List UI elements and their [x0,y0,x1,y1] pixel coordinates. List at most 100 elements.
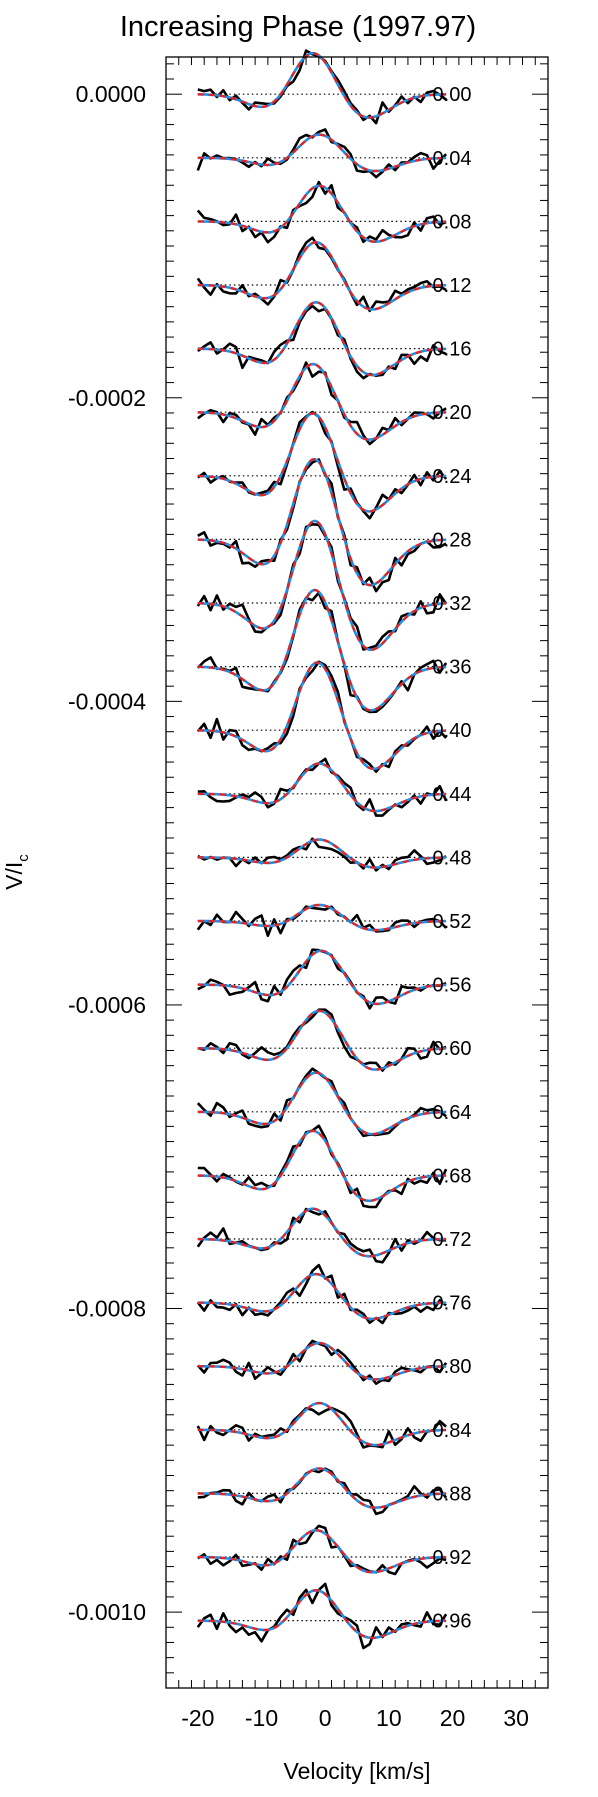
model-blue-profile-0.04 [197,133,447,173]
phase-label-0.40: 0.40 [433,720,472,742]
phase-label-0.12: 0.12 [433,275,472,297]
y-axis-tick-labels: 0.0000 -0.0002 -0.0004 -0.0006 -0.0008 -0.001… [68,81,146,1625]
phase-label-0.08: 0.08 [433,211,472,233]
chart-title: Increasing Phase (1997.97) [120,11,476,43]
phase-label-0.68: 0.68 [433,1165,472,1187]
model-blue-profile-0.28 [197,457,447,587]
observed-profile-0.00 [197,49,447,125]
x-tick-label: -10 [245,1705,278,1731]
observed-profile-0.96 [196,1582,448,1650]
observed-profile-0.60 [197,1008,447,1072]
model-blue-profile-0.52 [197,903,447,932]
y-axis-ticks [166,63,548,1674]
model-blue-profile-0.84 [197,1401,447,1447]
y-axis-label: V/Ic [1,854,32,890]
observed-profile-0.76 [196,1263,447,1325]
model-red-profile-0.28 [197,458,447,587]
model-blue-profile-0.76 [197,1272,447,1321]
phase-label-0.60: 0.60 [433,1038,472,1060]
model-blue-profile-0.64 [197,1071,447,1136]
phase-label-0.20: 0.20 [433,402,472,424]
phase-label-0.32: 0.32 [433,593,472,615]
phase-label-0.64: 0.64 [433,1102,472,1124]
model-blue-profile-0.68 [197,1129,447,1203]
model-red-profile-0.48 [197,838,447,869]
observed-profile-0.80 [196,1339,448,1385]
phase-label-0.80: 0.80 [433,1356,472,1378]
model-red-profile-0.80 [197,1341,447,1381]
observed-profile-0.12 [196,236,447,313]
phase-label-0.56: 0.56 [433,975,472,997]
observed-profile-0.64 [196,1067,447,1138]
phase-label-0.24: 0.24 [433,466,472,488]
model-red-profile-0.16 [197,301,447,377]
model-blue-profile-0.12 [197,240,447,311]
model-red-profile-0.68 [197,1129,447,1202]
observed-profile-0.08 [196,180,447,244]
observed-profile-0.88 [197,1467,448,1516]
phase-label-0.52: 0.52 [433,911,472,933]
model-blue-profile-0.00 [197,51,447,119]
phase-label-0.72: 0.72 [433,1229,472,1251]
model-red-profile-0.24 [197,412,447,513]
model-red-profile-0.40 [197,661,447,770]
model-red-profile-0.04 [197,133,447,173]
observed-profile-0.52 [196,905,448,937]
model-red-profile-0.20 [197,362,447,441]
y-tick-label: -0.0006 [68,992,146,1018]
phase-label-0.92: 0.92 [433,1547,472,1569]
phase-labels: 0.00 0.04 0.08 0.12 0.16 0.20 0.24 0.28 0.32 0.36… [433,84,472,1632]
observed-profile-0.44 [197,757,448,817]
y-tick-label: 0.0000 [76,81,146,107]
observed-profile-0.24 [197,410,448,520]
phase-label-0.04: 0.04 [433,148,472,170]
model-red-profile-0.72 [197,1207,447,1258]
y-axis-label-subscript: c [15,854,32,862]
model-blue-profile-0.44 [197,762,447,813]
model-blue-profile-0.56 [197,949,447,1006]
model-blue-profile-0.16 [197,300,447,377]
y-axis-label-main: V/I [1,862,27,890]
phase-label-0.96: 0.96 [433,1611,472,1633]
observed-profile-0.56 [197,948,447,1010]
x-axis-tick-labels: -20 -10 0 10 20 30 [181,1705,529,1731]
y-tick-label: -0.0002 [68,385,146,411]
x-tick-label: 0 [319,1705,332,1731]
model-red-profile-0.64 [197,1071,447,1136]
phase-label-0.00: 0.00 [433,84,472,106]
phase-label-0.16: 0.16 [433,339,472,361]
y-tick-label: -0.0008 [68,1296,146,1322]
phase-label-0.48: 0.48 [433,847,472,869]
model-blue-profile-0.72 [197,1207,447,1258]
model-red-profile-0.12 [197,241,447,311]
model-red-profile-0.84 [197,1402,447,1447]
observed-profile-0.04 [196,128,448,179]
observed-profile-0.16 [197,304,447,380]
phase-label-0.84: 0.84 [433,1420,472,1442]
model-blue-profile-0.80 [197,1341,447,1381]
observed-profile-0.72 [196,1207,447,1264]
model-blue-profile-0.36 [197,588,447,712]
x-tick-label: -20 [181,1705,214,1731]
model-red-profile-0.56 [197,949,447,1005]
phase-label-0.36: 0.36 [433,657,472,679]
model-red-profile-0.76 [197,1272,447,1320]
phase-label-0.76: 0.76 [433,1293,472,1315]
observed-profile-0.48 [197,837,447,872]
x-axis-label: Velocity [km/s] [284,1758,431,1784]
profiles [196,49,448,1650]
x-tick-label: 10 [376,1705,402,1731]
y-tick-label: -0.0010 [68,1599,146,1625]
model-red-profile-0.32 [197,520,447,651]
model-blue-profile-0.92 [197,1529,447,1574]
observed-profile-0.84 [196,1406,447,1449]
phase-label-0.88: 0.88 [433,1483,472,1505]
model-red-profile-0.08 [197,184,447,243]
model-red-profile-0.00 [197,52,447,119]
model-red-profile-0.44 [197,762,447,813]
phase-label-0.28: 0.28 [433,529,472,551]
model-red-profile-0.36 [197,589,447,712]
model-blue-profile-0.60 [197,1009,447,1071]
x-tick-label: 20 [440,1705,466,1731]
